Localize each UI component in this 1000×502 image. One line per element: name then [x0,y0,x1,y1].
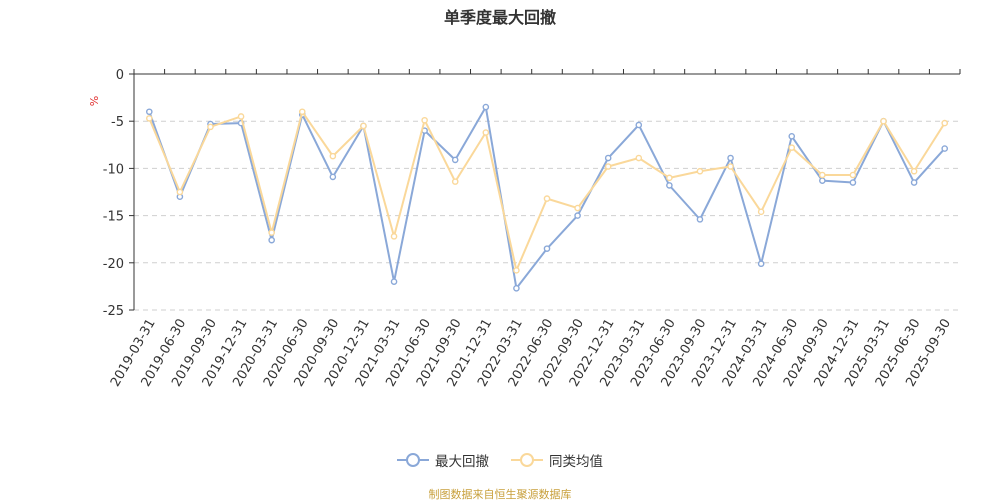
data-point [329,152,337,160]
y-tick-label: 0 [116,68,124,83]
chart-area: 0-5-10-15-20-25%2019-03-312019-06-302019… [88,68,961,389]
data-point [451,156,459,164]
data-point [819,171,826,179]
data-point [788,133,796,140]
y-tick-label: -10 [103,162,124,177]
y-axis-label: % [88,96,101,106]
data-point [910,179,918,186]
data-point [268,229,275,236]
data-point [451,178,459,185]
legend-label-peer-average: 同类均值 [549,454,603,470]
y-tick-label: -15 [103,210,124,225]
data-point [604,163,612,170]
data-point [696,216,704,223]
data-point [207,123,214,131]
data-point [666,182,673,189]
data-point [696,167,704,175]
data-point [757,260,765,268]
data-point [360,122,367,130]
data-point [482,129,490,136]
data-point [145,115,153,122]
data-point [666,174,673,182]
data-point [757,208,765,216]
data-point [237,113,245,120]
data-point [880,117,887,125]
data-point [604,154,612,162]
data-point [390,278,398,285]
legend-item-peer-average[interactable]: 同类均值 [511,450,603,470]
data-point [941,119,949,127]
data-point [268,236,275,244]
data-point [941,145,949,152]
data-point [176,188,184,196]
data-point [788,144,796,151]
legend-label-max-drawdown: 最大回撤 [435,454,489,470]
source-footer: 制图数据来自恒生聚源数据库 [428,488,572,501]
data-point [819,177,826,184]
data-point [727,154,734,162]
data-point [849,179,857,186]
data-point [635,121,643,129]
data-point [513,284,520,292]
legend: 最大回撤 同类均值 [0,450,1000,470]
chart-title: 单季度最大回撤 [443,8,556,27]
data-point [482,103,490,111]
data-point [421,116,428,124]
data-point [849,171,857,179]
y-tick-label: -20 [103,257,124,272]
data-point [145,108,153,116]
data-point [910,167,918,175]
data-point [513,267,520,274]
data-point [635,154,643,162]
data-point [390,233,398,240]
data-point [329,173,337,181]
y-tick-label: -25 [103,304,124,319]
data-point [727,163,734,170]
data-point [298,108,306,116]
y-tick-label: -5 [111,115,124,130]
data-point [543,195,551,202]
legend-swatch-peer-average [511,453,543,467]
legend-item-max-drawdown[interactable]: 最大回撤 [397,450,489,470]
data-point [543,245,551,252]
data-point [574,204,581,212]
data-point [574,212,581,219]
legend-swatch-max-drawdown [397,453,429,467]
